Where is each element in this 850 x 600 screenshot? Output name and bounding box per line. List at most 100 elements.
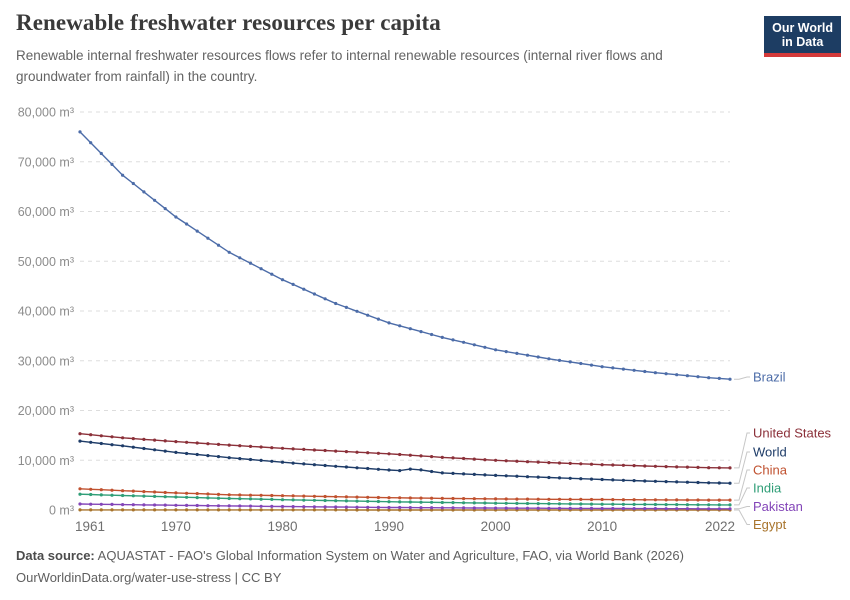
data-point [675,507,679,511]
data-point [142,494,146,498]
data-point [131,445,135,449]
series-india[interactable] [78,492,732,507]
series-label-brazil[interactable]: Brazil [753,370,786,385]
data-point [174,450,178,454]
data-point [302,508,306,512]
series-line-india[interactable] [79,493,730,506]
data-point [707,376,711,380]
series-united-states[interactable] [78,432,732,470]
data-point [643,464,647,468]
series-line-united-states[interactable] [79,433,731,469]
data-point [717,481,721,485]
data-point [398,505,402,510]
series-pakistan[interactable] [78,502,732,511]
data-point [334,464,338,468]
series-world[interactable] [78,439,732,485]
data-point [707,481,711,485]
data-point [195,492,199,496]
data-point [344,499,348,503]
owid-logo[interactable]: Our World in Data [764,16,841,57]
data-point [131,489,135,493]
data-point [515,474,519,478]
data-point [664,465,668,469]
data-point [504,459,508,463]
data-point [270,508,274,512]
series-label-egypt[interactable]: Egypt [753,517,787,532]
page-title: Renewable freshwater resources per capit… [16,10,441,35]
data-point [185,503,189,507]
data-point [717,498,721,502]
data-point [185,451,189,456]
series-china[interactable] [78,487,732,502]
data-point [462,472,466,476]
y-axis-tick-label: 10,000 m³ [18,454,74,468]
data-point [387,496,391,500]
data-point [568,506,572,510]
x-axis-tick-label: 2022 [705,519,735,534]
data-point [355,499,359,503]
data-point [494,458,498,462]
data-point [366,508,370,512]
data-point [185,508,189,512]
data-point [547,461,551,465]
data-point [611,506,615,511]
data-point [334,495,338,499]
data-point [270,272,274,276]
data-point [163,495,167,499]
data-point [696,465,700,469]
data-point [302,447,306,451]
data-point [291,282,295,286]
data-point [525,353,530,357]
label-connector [734,509,750,525]
data-point [323,505,327,509]
data-point [611,478,615,482]
data-point [707,466,711,470]
series-label-china[interactable]: China [753,463,788,478]
data-point [643,498,647,502]
data-point [89,508,93,512]
series-brazil[interactable] [78,130,732,381]
data-source-text: AQUASTAT - FAO's Global Information Syst… [97,548,684,563]
series-line-world[interactable] [79,440,731,484]
series-label-united-states[interactable]: United States [753,426,832,441]
data-point [270,459,274,463]
data-point [99,151,103,156]
data-point [366,451,370,455]
data-point [472,343,476,347]
data-point [664,480,668,484]
data-point [632,507,636,511]
data-point [579,497,583,501]
data-point [206,496,210,500]
data-point [621,463,626,467]
data-point [248,444,253,448]
data-point [621,506,626,511]
data-point [579,462,583,466]
data-point [707,507,711,511]
data-point [195,496,199,500]
series-line-china[interactable] [79,488,730,501]
y-axis-tick-label: 40,000 m³ [18,305,74,319]
logo-line2: in Data [781,35,824,49]
data-point [323,498,327,503]
series-line-brazil[interactable] [79,131,731,380]
data-point [280,446,285,450]
logo-line1: Our World [772,21,833,35]
data-point [696,498,700,502]
data-point [259,445,263,449]
data-point [643,479,647,483]
series-label-pakistan[interactable]: Pakistan [753,499,803,514]
data-point [653,502,658,507]
data-point [547,357,551,361]
data-point [110,502,114,506]
data-point [643,369,647,374]
data-point [728,507,732,511]
series-label-world[interactable]: World [753,445,787,460]
data-point [142,490,146,494]
data-point [312,292,316,296]
data-point [99,488,103,492]
data-point [664,372,668,376]
series-line-pakistan[interactable] [79,503,730,510]
series-label-india[interactable]: India [753,481,782,496]
chart-footer: Data source: AQUASTAT - FAO's Global Inf… [16,545,684,588]
